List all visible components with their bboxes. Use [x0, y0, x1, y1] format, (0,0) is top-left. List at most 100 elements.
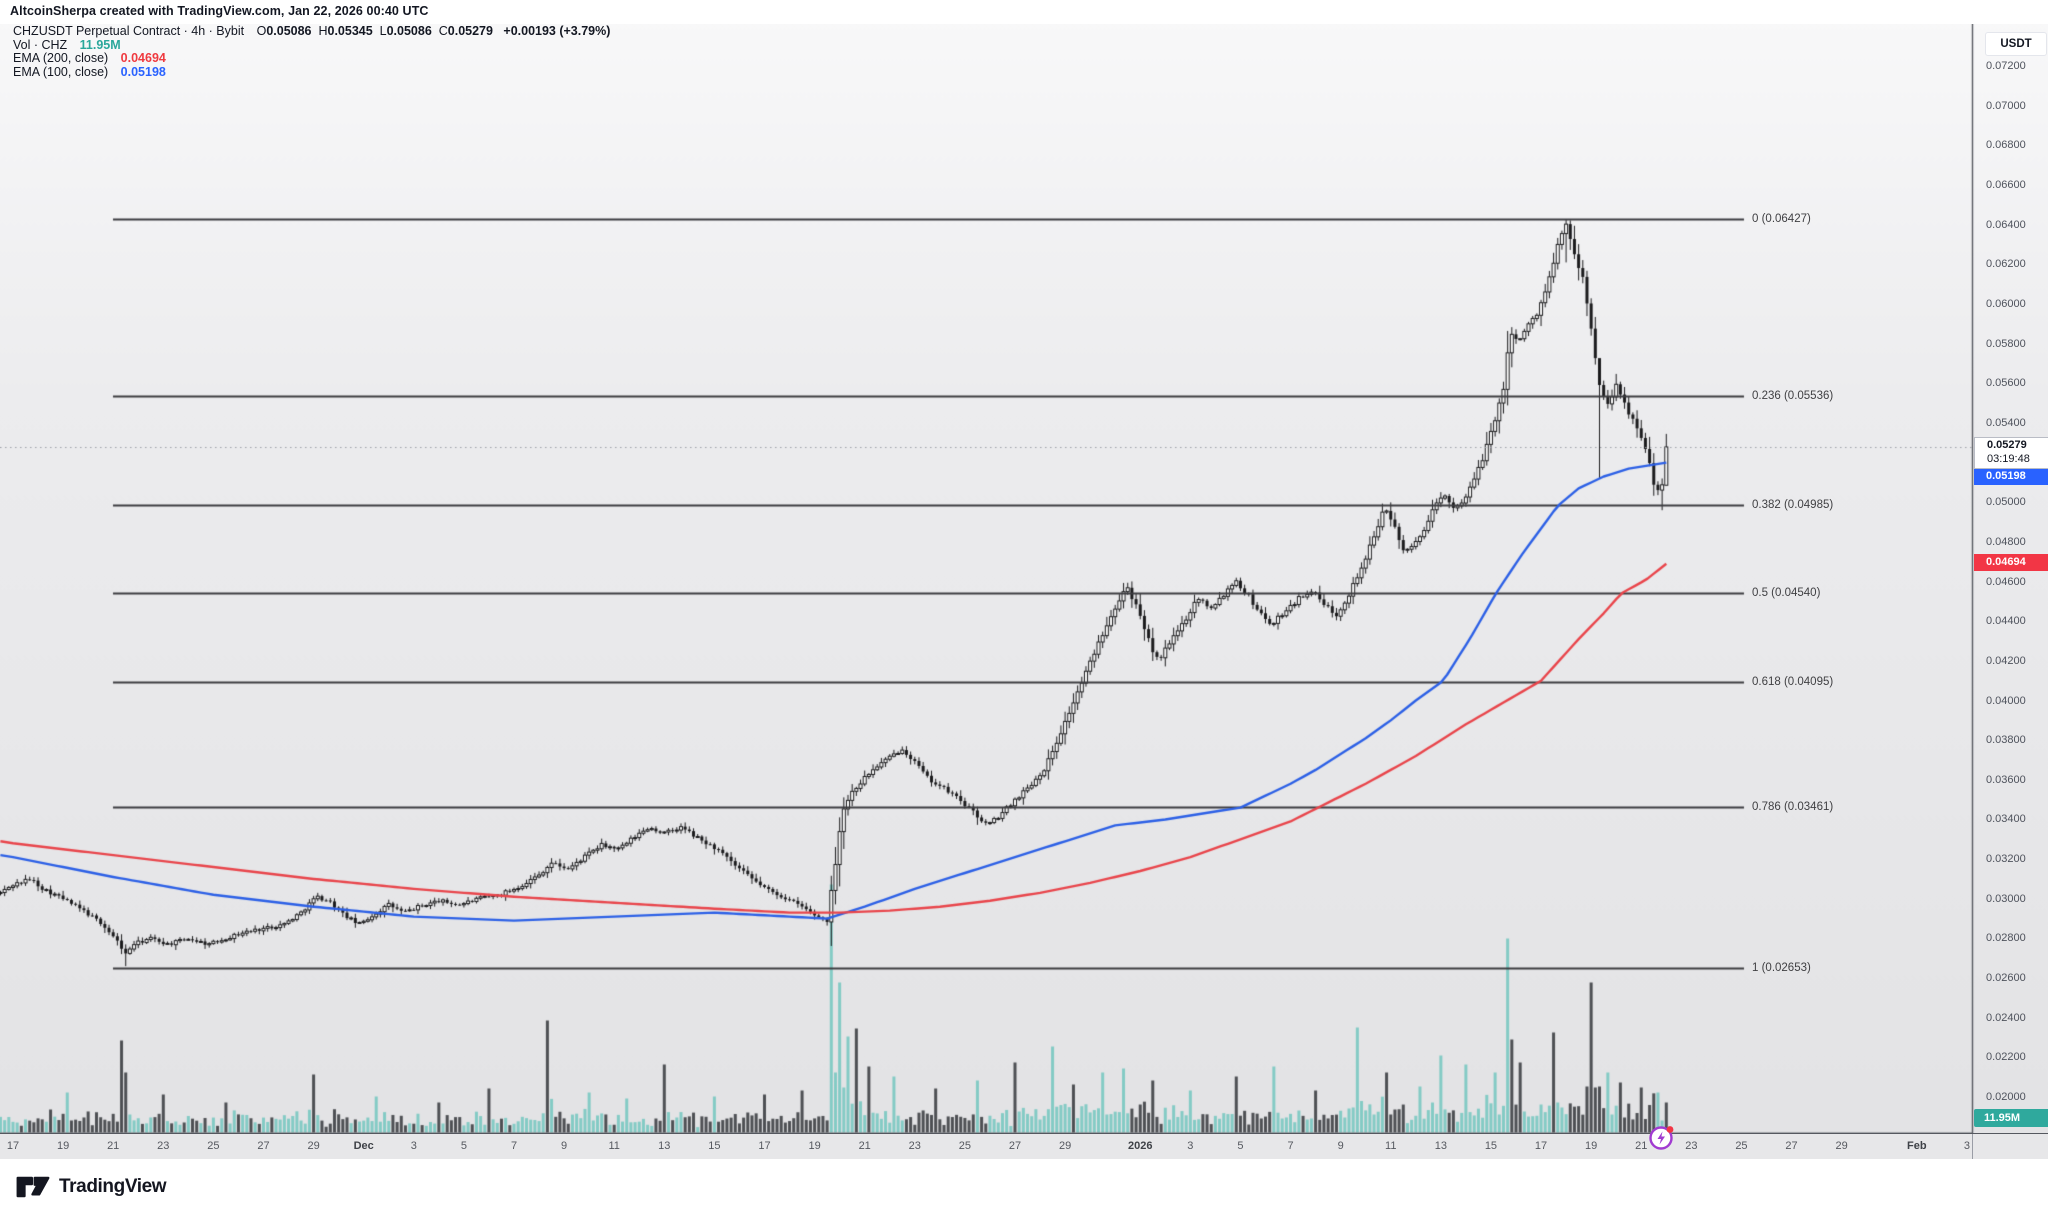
- time-tick-label: 25: [207, 1140, 220, 1152]
- time-tick-label: 27: [1785, 1140, 1798, 1152]
- price-tick-label: 0.06000: [1986, 298, 2026, 311]
- time-tick-label: 3: [1963, 1140, 1970, 1152]
- axis-corner-separator: [1972, 1134, 1973, 1160]
- time-tick-label: 21: [1635, 1140, 1648, 1152]
- price-tick-label: 0.02400: [1986, 1011, 2026, 1024]
- fib-level-label: 0.786 (0.03461): [1752, 801, 1834, 814]
- time-tick-label: 13: [1434, 1140, 1447, 1152]
- price-chart-canvas[interactable]: [0, 24, 2048, 1133]
- price-tick-label: 0.03000: [1986, 892, 2026, 905]
- legend-ema100-row[interactable]: EMA (100, close) 0.05198: [13, 64, 610, 79]
- price-tick-label: 0.05800: [1986, 337, 2026, 350]
- time-tick-label: 17: [758, 1140, 771, 1152]
- time-tick-label: 19: [808, 1140, 821, 1152]
- fib-level-label: 0.236 (0.05536): [1752, 390, 1834, 403]
- currency-badge[interactable]: USDT: [1985, 32, 2047, 56]
- volume-label: Vol · CHZ: [13, 37, 68, 52]
- price-tick-label: 0.07000: [1986, 99, 2026, 112]
- ohlc-item: O0.05086: [256, 24, 312, 38]
- time-tick-label: 11: [608, 1140, 620, 1152]
- time-tick-label: 27: [1008, 1140, 1022, 1152]
- time-tick-label: 29: [1058, 1140, 1072, 1152]
- time-tick-label: 21: [107, 1140, 120, 1152]
- price-tick-label: 0.04400: [1986, 615, 2026, 628]
- time-tick-label: 27: [257, 1140, 270, 1152]
- time-tick-label: 15: [1484, 1140, 1498, 1152]
- ema200-label: EMA (200, close): [13, 51, 109, 65]
- time-tick-label: 21: [858, 1140, 871, 1152]
- time-tick-label: 7: [510, 1140, 518, 1152]
- ohlc-item: L0.05086: [379, 24, 432, 38]
- chart-pane[interactable]: CHZUSDT Perpetual Contract · 4h · Bybit …: [0, 24, 2048, 1150]
- ema100-value: 0.05198: [120, 64, 166, 79]
- fib-level-label: 1 (0.02653): [1752, 961, 1811, 974]
- ema200-value: 0.04694: [120, 51, 166, 65]
- time-tick-label: 19: [1585, 1140, 1598, 1152]
- price-tick-label: 0.05600: [1986, 377, 2026, 390]
- ema100-label: EMA (100, close): [13, 64, 109, 79]
- time-tick-label: 9: [1337, 1140, 1344, 1152]
- time-tick-label: 15: [708, 1140, 721, 1152]
- price-tick-label: 0.04200: [1986, 654, 2026, 667]
- time-tick-label: 3: [410, 1140, 417, 1152]
- time-tick-label: 3: [1187, 1140, 1194, 1152]
- time-tick-label: 11: [1385, 1140, 1397, 1152]
- ohlc-item: C0.05279: [438, 24, 493, 38]
- price-tick-label: 0.05400: [1986, 416, 2026, 429]
- volume-tag: 11.95M: [1974, 1109, 2048, 1127]
- time-tick-label: 19: [56, 1140, 70, 1152]
- legend-ema200-row[interactable]: EMA (200, close) 0.04694: [13, 52, 610, 65]
- tradingview-logo[interactable]: TradingView: [16, 1176, 167, 1198]
- last-price-value: 0.05279: [1987, 439, 2027, 451]
- time-tick-label: 29: [307, 1140, 320, 1152]
- price-tick-label: 0.04000: [1986, 694, 2026, 707]
- volume-value: 11.95M: [79, 37, 121, 52]
- footer-bar: TradingView: [0, 1159, 2048, 1220]
- legend-symbol-row[interactable]: CHZUSDT Perpetual Contract · 4h · Bybit …: [13, 25, 610, 38]
- time-tick-label: 29: [1835, 1140, 1848, 1152]
- ohlc-values: O0.05086 H0.05345 L0.05086 C0.05279: [257, 24, 500, 38]
- price-tick-label: 0.03200: [1986, 853, 2026, 866]
- fib-level-label: 0.5 (0.04540): [1752, 587, 1821, 600]
- ema200-price-tag: 0.04694: [1974, 554, 2048, 571]
- price-tick-label: 0.05000: [1986, 496, 2026, 509]
- price-tick-label: 0.02800: [1986, 932, 2026, 945]
- legend-volume-row[interactable]: Vol · CHZ 11.95M: [13, 37, 610, 52]
- time-tick-label: 5: [1237, 1140, 1244, 1152]
- attribution-text: AltcoinSherpa created with TradingView.c…: [10, 4, 429, 18]
- fib-level-label: 0 (0.06427): [1752, 213, 1811, 226]
- chart-legend: CHZUSDT Perpetual Contract · 4h · Bybit …: [13, 25, 610, 79]
- price-tick-label: 0.07200: [1986, 60, 2026, 73]
- price-tick-label: 0.04800: [1986, 535, 2026, 548]
- price-tick-label: 0.02600: [1986, 972, 2026, 985]
- time-tick-label: 17: [6, 1140, 20, 1152]
- price-tick-label: 0.06200: [1986, 258, 2026, 271]
- time-tick-label: 5: [460, 1140, 467, 1152]
- time-tick-label: 23: [157, 1140, 170, 1152]
- time-tick-label: 25: [958, 1140, 972, 1152]
- price-tick-label: 0.06400: [1986, 218, 2026, 231]
- time-tick-label: 9: [561, 1140, 568, 1152]
- fib-level-label: 0.382 (0.04985): [1752, 499, 1834, 512]
- fib-level-label: 0.618 (0.04095): [1752, 675, 1834, 688]
- time-axis[interactable]: 17 19 21 23 25 27 29 Dec 3 5 7 9 11 13 15 17 19 21 23 25 27 2…: [0, 1133, 2048, 1160]
- time-tick-label: 13: [658, 1140, 671, 1152]
- change-value: +0.00193 (+3.79%): [503, 24, 611, 38]
- time-tick-label: 2026: [1128, 1140, 1153, 1152]
- time-tick-label: 23: [1685, 1140, 1698, 1152]
- price-tick-label: 0.03400: [1986, 813, 2026, 826]
- price-tick-label: 0.02200: [1986, 1051, 2026, 1064]
- time-tick-label: 17: [1534, 1140, 1548, 1152]
- time-tick-label: Feb: [1907, 1140, 1927, 1152]
- time-tick-label: Dec: [353, 1140, 374, 1152]
- time-tick-label: 23: [908, 1140, 921, 1152]
- quick-trade-lightning-icon[interactable]: [1645, 1121, 1681, 1153]
- time-tick-label: 25: [1735, 1140, 1748, 1152]
- tradingview-logo-icon: [16, 1176, 50, 1198]
- price-tick-label: 0.04600: [1986, 575, 2026, 588]
- price-tick-label: 0.03800: [1986, 734, 2026, 747]
- price-tick-label: 0.06600: [1986, 179, 2026, 192]
- price-tick-label: 0.06800: [1986, 139, 2026, 152]
- ema100-price-tag: 0.05198: [1974, 468, 2048, 485]
